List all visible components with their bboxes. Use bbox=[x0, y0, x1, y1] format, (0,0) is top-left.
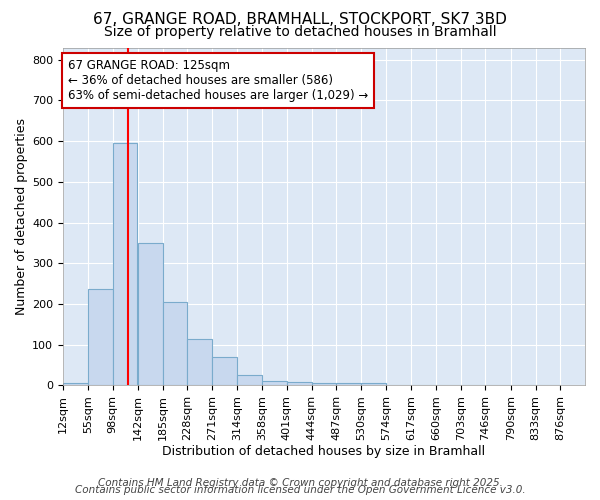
Bar bbox=[113, 143, 137, 386]
Bar bbox=[361, 382, 386, 386]
Text: 67 GRANGE ROAD: 125sqm
← 36% of detached houses are smaller (586)
63% of semi-de: 67 GRANGE ROAD: 125sqm ← 36% of detached… bbox=[68, 60, 368, 102]
Bar bbox=[163, 302, 187, 386]
X-axis label: Distribution of detached houses by size in Bramhall: Distribution of detached houses by size … bbox=[163, 444, 485, 458]
Bar bbox=[287, 382, 311, 386]
Text: Size of property relative to detached houses in Bramhall: Size of property relative to detached ho… bbox=[104, 25, 496, 39]
Bar bbox=[138, 243, 163, 386]
Bar bbox=[187, 338, 212, 386]
Bar bbox=[63, 384, 88, 386]
Bar bbox=[311, 384, 337, 386]
Bar bbox=[237, 376, 262, 386]
Text: 67, GRANGE ROAD, BRAMHALL, STOCKPORT, SK7 3BD: 67, GRANGE ROAD, BRAMHALL, STOCKPORT, SK… bbox=[93, 12, 507, 28]
Bar bbox=[337, 384, 361, 386]
Bar bbox=[88, 289, 113, 386]
Text: Contains HM Land Registry data © Crown copyright and database right 2025.: Contains HM Land Registry data © Crown c… bbox=[98, 478, 502, 488]
Text: Contains public sector information licensed under the Open Government Licence v3: Contains public sector information licen… bbox=[74, 485, 526, 495]
Bar bbox=[262, 380, 287, 386]
Bar bbox=[212, 357, 237, 386]
Y-axis label: Number of detached properties: Number of detached properties bbox=[15, 118, 28, 315]
